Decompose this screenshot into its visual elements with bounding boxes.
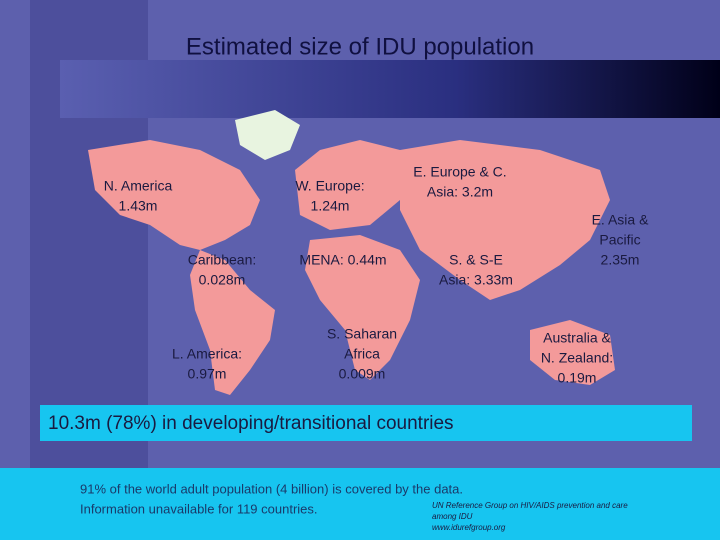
region-label: 0.009m xyxy=(339,366,386,382)
australia xyxy=(530,320,615,385)
footnote: 91% of the world adult population (4 bil… xyxy=(80,481,463,496)
region-label: E. Europe & C. xyxy=(413,164,506,180)
region-label: 2.35m xyxy=(601,252,640,268)
region-label: W. Europe: xyxy=(295,178,364,194)
banner: 10.3m (78%) in developing/transitional c… xyxy=(48,413,454,434)
source: www.idurefgroup.org xyxy=(432,523,506,532)
header-bar xyxy=(60,60,720,118)
region-label: Africa xyxy=(344,346,380,362)
region-label: L. America: xyxy=(172,346,242,362)
greenland xyxy=(235,110,300,160)
region-label: S. & S-E xyxy=(449,252,503,268)
footnote: Information unavailable for 119 countrie… xyxy=(80,501,318,516)
region-label: Australia & xyxy=(543,330,611,346)
region-label: E. Asia & xyxy=(592,212,649,228)
banner-box xyxy=(40,405,692,441)
region-label: N. Zealand: xyxy=(541,350,613,366)
region-label: Caribbean: xyxy=(188,252,257,268)
africa xyxy=(305,235,420,380)
europe xyxy=(295,140,400,230)
region-label: 1.24m xyxy=(311,198,350,214)
region-label: Asia: 3.2m xyxy=(427,184,493,200)
title: Estimated size of IDU population xyxy=(186,33,534,60)
region-label: Pacific xyxy=(599,232,640,248)
south-america xyxy=(190,250,275,395)
source: among IDU xyxy=(432,512,473,521)
region-label: 0.97m xyxy=(188,366,227,382)
north-america xyxy=(88,140,260,250)
region-label: S. Saharan xyxy=(327,326,397,342)
footer-box xyxy=(0,468,720,540)
region-label: MENA: 0.44m xyxy=(299,252,386,268)
region-label: 0.028m xyxy=(199,272,246,288)
region-label: 1.43m xyxy=(119,198,158,214)
region-label: N. America xyxy=(104,178,173,194)
asia xyxy=(400,140,610,300)
source: UN Reference Group on HIV/AIDS preventio… xyxy=(432,501,628,510)
region-label: 0.19m xyxy=(558,370,597,386)
world-map xyxy=(88,110,615,395)
region-label: Asia: 3.33m xyxy=(439,272,513,288)
